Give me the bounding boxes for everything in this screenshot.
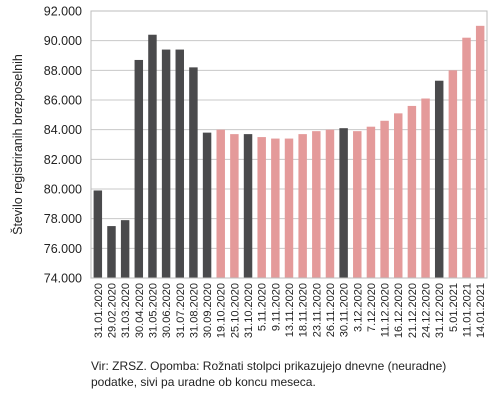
x-tick-label: 18.11.2020 bbox=[298, 283, 310, 337]
bar-daily bbox=[353, 131, 362, 278]
y-tick-label: 80.000 bbox=[44, 183, 82, 197]
bar-daily bbox=[271, 138, 280, 278]
x-axis-ticks: 31.01.2020 29.02.2020 31.03.2020 30.04.2020… bbox=[93, 283, 487, 338]
x-tick-label: 31.05.2020 bbox=[147, 283, 159, 338]
bar-monthly bbox=[339, 128, 348, 278]
x-tick-label: 14.01.2021 bbox=[475, 283, 487, 338]
bar-monthly bbox=[148, 34, 157, 278]
bar-monthly bbox=[434, 80, 444, 278]
x-tick-label: 5.01.2021 bbox=[448, 283, 460, 332]
x-tick-label: 19.10.2020 bbox=[216, 283, 228, 338]
y-tick-label: 88.000 bbox=[44, 64, 82, 78]
x-tick-label: 31.10.2020 bbox=[243, 283, 255, 338]
x-tick-label: 30.06.2020 bbox=[161, 283, 173, 338]
bar-monthly bbox=[134, 59, 144, 279]
source-note: Vir: ZRSZ. Opomba: Rožnati stolpci prika… bbox=[91, 359, 447, 389]
bar-chart: 74.000 76.000 78.000 80.000 82.000 84.000 86.0… bbox=[10, 5, 488, 338]
x-tick-label: 7.12.2020 bbox=[366, 283, 378, 332]
bar-daily bbox=[257, 137, 266, 278]
bar-daily bbox=[448, 70, 458, 278]
x-tick-label: 31.01.2020 bbox=[93, 283, 105, 338]
bar-daily bbox=[312, 131, 321, 278]
y-tick-label: 76.000 bbox=[44, 242, 82, 256]
x-tick-label: 30.11.2020 bbox=[339, 283, 351, 337]
bar-monthly bbox=[189, 67, 198, 278]
x-tick-label: 30.09.2020 bbox=[202, 283, 214, 338]
x-tick-label: 3.12.2020 bbox=[352, 283, 364, 332]
bar-daily bbox=[298, 134, 307, 278]
plot-frame bbox=[90, 10, 488, 279]
y-tick-label: 92.000 bbox=[44, 5, 82, 19]
x-tick-label: 30.04.2020 bbox=[134, 283, 146, 338]
bar-daily bbox=[366, 126, 376, 278]
bar-daily bbox=[462, 37, 471, 279]
x-tick-label: 24.12.2020 bbox=[421, 283, 433, 338]
bar-daily bbox=[325, 129, 335, 278]
bar-monthly bbox=[175, 49, 184, 278]
x-tick-label: 21.12.2020 bbox=[407, 283, 419, 338]
x-tick-label: 31.08.2020 bbox=[188, 283, 200, 338]
y-tick-label: 90.000 bbox=[44, 34, 82, 48]
x-tick-label: 26.11.2020 bbox=[325, 283, 337, 337]
x-tick-label: 29.02.2020 bbox=[106, 283, 118, 338]
bar-monthly bbox=[93, 190, 103, 278]
x-tick-label: 16.12.2020 bbox=[393, 283, 405, 338]
bar-daily bbox=[230, 134, 239, 278]
bar-monthly bbox=[202, 132, 212, 278]
bar-daily bbox=[284, 138, 294, 278]
y-tick-label: 84.000 bbox=[44, 123, 82, 137]
y-tick-label: 74.000 bbox=[44, 272, 82, 286]
x-tick-label: 11.01.2021 bbox=[462, 283, 474, 337]
bar-monthly bbox=[161, 49, 171, 278]
x-tick-label: 31.12.2020 bbox=[434, 283, 446, 338]
x-tick-label: 31.07.2020 bbox=[175, 283, 187, 338]
bar-daily bbox=[475, 25, 485, 279]
bar-daily bbox=[407, 105, 417, 278]
bar-monthly bbox=[243, 134, 253, 278]
y-tick-label: 82.000 bbox=[44, 153, 82, 167]
bars bbox=[93, 25, 485, 279]
bar-daily bbox=[216, 129, 225, 278]
bar-daily bbox=[380, 120, 389, 279]
x-tick-label: 11.12.2020 bbox=[380, 283, 392, 337]
y-tick-label: 78.000 bbox=[44, 212, 82, 226]
y-axis-label: Število registriranih brezposelnih bbox=[10, 54, 25, 235]
bar-monthly bbox=[120, 220, 130, 278]
bar-daily bbox=[421, 98, 430, 279]
x-tick-label: 5.11.2020 bbox=[257, 283, 269, 331]
bar-monthly bbox=[107, 226, 116, 278]
x-tick-label: 31.03.2020 bbox=[120, 283, 132, 338]
x-tick-label: 13.11.2020 bbox=[284, 283, 296, 337]
x-tick-label: 25.10.2020 bbox=[229, 283, 241, 338]
y-axis-ticks: 74.000 76.000 78.000 80.000 82.000 84.000 86.0… bbox=[44, 5, 82, 286]
bar-daily bbox=[394, 113, 403, 278]
x-tick-label: 9.11.2020 bbox=[270, 283, 282, 331]
y-tick-label: 86.000 bbox=[44, 94, 82, 108]
x-tick-label: 23.11.2020 bbox=[311, 283, 323, 337]
